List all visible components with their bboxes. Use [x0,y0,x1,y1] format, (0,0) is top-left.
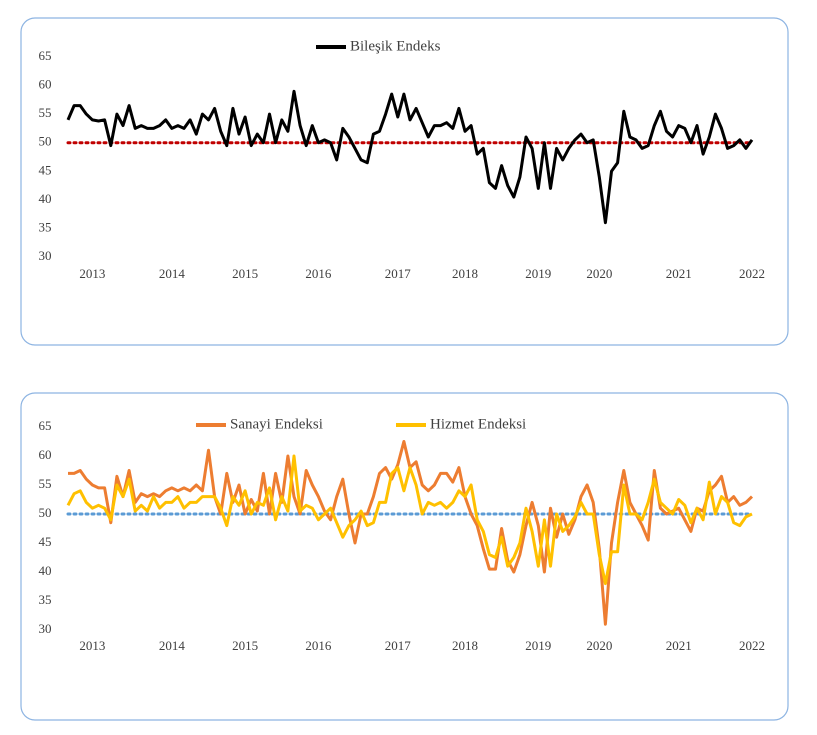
y-tick-label: 35 [39,592,52,607]
y-tick-label: 35 [39,219,52,234]
y-tick-label: 65 [39,418,52,433]
panel [20,17,789,346]
y-tick-label: 30 [39,248,52,263]
legend-label: Bileşik Endeks [350,38,441,54]
x-tick-label: 2017 [385,638,412,653]
legend-label: Hizmet Endeksi [430,416,526,432]
y-tick-label: 40 [39,191,52,206]
x-tick-label: 2016 [305,638,332,653]
x-tick-label: 2018 [452,266,478,281]
x-tick-label: 2015 [232,266,258,281]
y-tick-label: 45 [39,534,52,549]
x-tick-label: 2014 [159,266,186,281]
x-tick-label: 2021 [666,266,692,281]
x-tick-label: 2017 [385,266,412,281]
x-tick-label: 2020 [586,638,612,653]
y-tick-label: 45 [39,162,52,177]
x-tick-label: 2018 [452,638,478,653]
y-tick-label: 50 [39,134,52,149]
y-tick-label: 30 [39,621,52,636]
y-tick-label: 40 [39,563,52,578]
series-line [66,454,753,586]
y-tick-label: 60 [39,447,52,462]
x-tick-label: 2019 [525,638,551,653]
y-tick-label: 65 [39,48,52,63]
x-tick-label: 2022 [739,266,765,281]
x-tick-label: 2013 [79,266,105,281]
x-tick-label: 2014 [159,638,186,653]
x-tick-label: 2016 [305,266,332,281]
x-tick-label: 2019 [525,266,551,281]
x-tick-label: 2022 [739,638,765,653]
series-line [66,89,754,225]
x-tick-label: 2021 [666,638,692,653]
y-tick-label: 50 [39,505,52,520]
y-tick-label: 60 [39,77,52,92]
y-tick-label: 55 [39,105,52,120]
x-tick-label: 2015 [232,638,258,653]
x-tick-label: 2013 [79,638,105,653]
legend-label: Sanayi Endeksi [230,416,323,432]
y-tick-label: 55 [39,476,52,491]
x-tick-label: 2020 [586,266,612,281]
